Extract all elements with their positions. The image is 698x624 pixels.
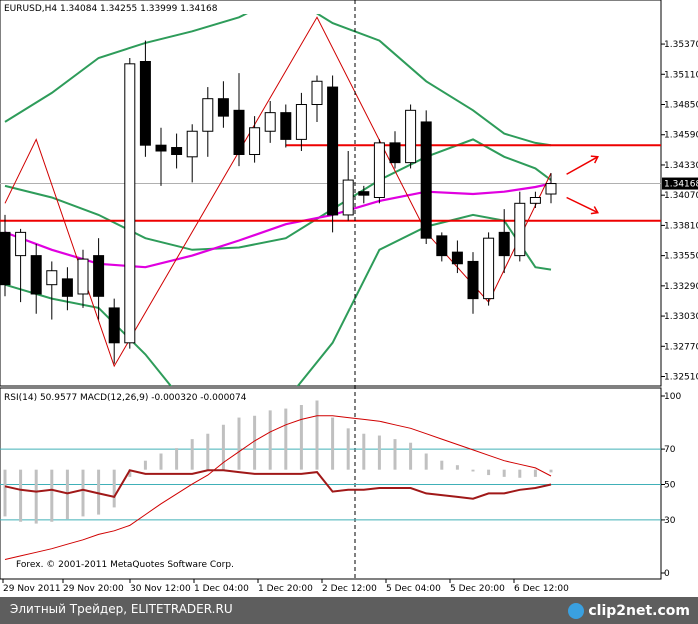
- indicator-tick-label: 30: [664, 516, 676, 526]
- bear-candle: [139, 60, 151, 146]
- bull-candle: [77, 258, 89, 295]
- brand-label: clip2net.com: [588, 602, 690, 619]
- bear-candle: [0, 231, 11, 286]
- current-price-box: [662, 177, 698, 190]
- time-tick-label: 5 Dec 20:00: [450, 584, 505, 594]
- bear-candle: [155, 144, 167, 152]
- bull-candle: [186, 130, 198, 158]
- bear-candle: [108, 307, 120, 344]
- bull-candle: [15, 231, 27, 257]
- up-arrow-icon: [566, 156, 599, 175]
- bear-candle: [498, 231, 510, 257]
- macd-signal-line: [4, 415, 552, 560]
- bull-candle: [514, 202, 526, 257]
- bollinger-upper-line: [4, 14, 552, 147]
- bull-candle: [295, 104, 307, 140]
- price-tick-label: 1.34330: [664, 161, 698, 171]
- price-tick-label: 1.35110: [664, 70, 698, 80]
- moving-average-line: [4, 182, 552, 269]
- price-tick-label: 1.33810: [664, 221, 698, 231]
- price-tick-label: 1.34590: [664, 131, 698, 141]
- bear-candle: [436, 235, 448, 257]
- time-tick-label: 5 Dec 04:00: [386, 584, 441, 594]
- bull-candle: [311, 80, 323, 106]
- bear-candle: [233, 109, 245, 155]
- footer-bar: Элитный Трейдер, ELITETRADER.RU clip2net…: [0, 597, 698, 624]
- bear-candle: [358, 191, 370, 196]
- price-series-group: [0, 14, 661, 386]
- price-tick-label: 1.34070: [664, 191, 698, 201]
- indicator-pane-header: RSI(14) 50.9577 MACD(12,26,9) -0.000320 …: [4, 393, 247, 403]
- price-pane-header: EURUSD,H4 1.34084 1.34255 1.33999 1.3416…: [4, 4, 218, 14]
- time-tick-label: 30 Nov 12:00: [130, 584, 191, 594]
- indicator-tick-label: 0: [664, 569, 670, 579]
- current-price-label: 1.34168: [664, 180, 698, 190]
- bear-candle: [389, 142, 401, 164]
- price-tick-label: 1.35370: [664, 40, 698, 50]
- bear-candle: [93, 255, 105, 297]
- arrow-head: [590, 206, 599, 215]
- bollinger-lower-line: [4, 213, 552, 386]
- bear-candle: [420, 121, 432, 239]
- bull-candle: [373, 142, 385, 198]
- indicator-tick-label: 100: [664, 392, 681, 402]
- bull-candle: [264, 112, 276, 132]
- indicator-tick-label: 70: [664, 445, 676, 455]
- time-tick-label: 29 Nov 20:00: [63, 584, 124, 594]
- price-tick-label: 1.33550: [664, 252, 698, 262]
- price-pane-frame: [0, 0, 662, 387]
- bull-candle: [405, 109, 417, 164]
- arrow-head: [590, 155, 599, 164]
- bull-candle: [202, 98, 214, 132]
- bear-candle: [217, 98, 229, 117]
- time-tick-label: 29 Nov 2011: [3, 584, 61, 594]
- bear-candle: [467, 260, 479, 300]
- copyright-watermark: Forex. © 2001-2011 MetaQuotes Software C…: [16, 560, 234, 570]
- price-tick-label: 1.34850: [664, 101, 698, 111]
- time-tick-label: 1 Dec 20:00: [258, 584, 313, 594]
- time-tick-label: 2 Dec 12:00: [322, 584, 377, 594]
- bear-candle: [30, 255, 42, 295]
- indicator-tick-label: 50: [664, 481, 676, 491]
- bull-candle: [529, 197, 541, 204]
- down-arrow-icon: [566, 196, 599, 214]
- price-tick-label: 1.32770: [664, 342, 698, 352]
- indicator-pane-frame: [0, 387, 662, 580]
- bull-candle: [46, 270, 58, 286]
- bull-candle: [342, 179, 354, 216]
- bull-candle: [249, 127, 261, 155]
- clip2net-icon: [568, 602, 585, 619]
- rsi-line: [4, 469, 552, 500]
- bollinger-middle-line: [4, 138, 552, 251]
- time-tick-label: 1 Dec 04:00: [194, 584, 249, 594]
- footer-site-text: Элитный Трейдер, ELITETRADER.RU: [10, 602, 233, 616]
- bear-candle: [61, 278, 73, 297]
- price-tick-label: 1.33030: [664, 312, 698, 322]
- bear-candle: [451, 251, 463, 265]
- bear-candle: [280, 112, 292, 140]
- brand-logo[interactable]: clip2net.com: [568, 600, 690, 621]
- bull-candle: [483, 237, 495, 300]
- bear-candle: [171, 147, 183, 155]
- chart-canvas: EURUSD,H4 1.34084 1.34255 1.33999 1.3416…: [0, 0, 698, 594]
- bull-candle: [545, 183, 557, 195]
- price-tick-label: 1.33290: [664, 282, 698, 292]
- bull-candle: [124, 63, 136, 344]
- bear-candle: [327, 86, 339, 216]
- time-tick-label: 6 Dec 12:00: [514, 584, 569, 594]
- price-tick-label: 1.32510: [664, 373, 698, 383]
